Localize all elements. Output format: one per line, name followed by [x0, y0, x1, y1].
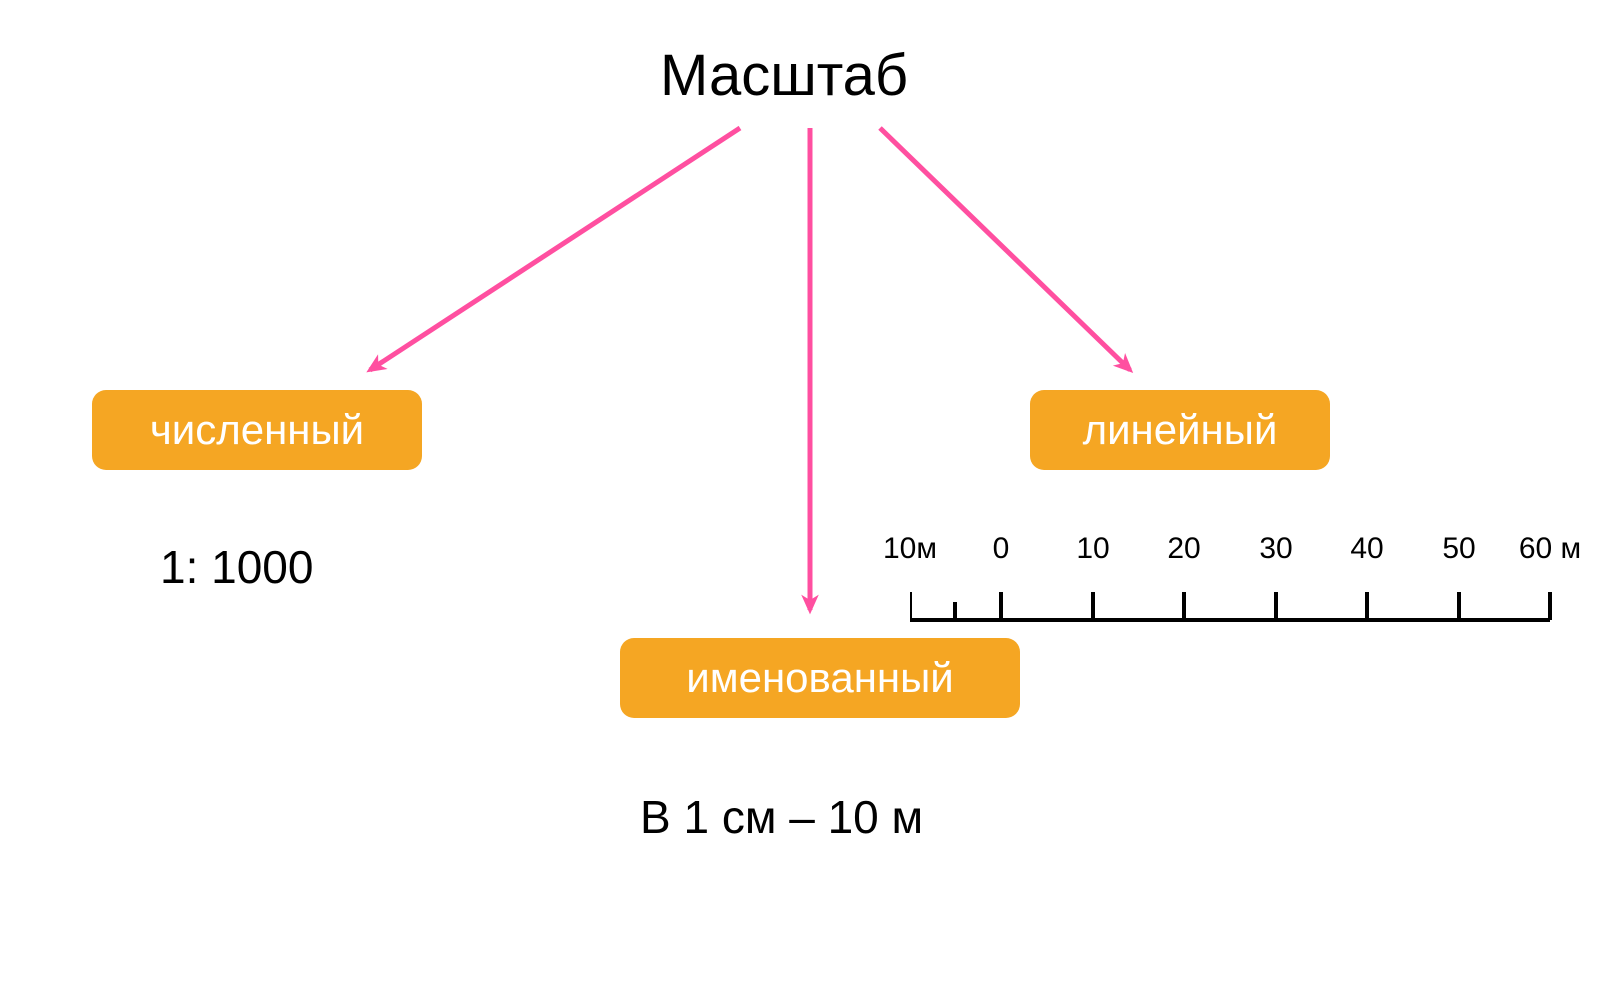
scalebar-label-6: 50 — [1442, 532, 1475, 566]
scalebar-label-4: 30 — [1259, 532, 1292, 566]
arrow-2 — [880, 128, 1130, 370]
subtext-numeric: 1: 1000 — [160, 540, 313, 594]
box-linear: линейный — [1030, 390, 1330, 470]
scalebar-label-5: 40 — [1350, 532, 1383, 566]
box-named: именованный — [620, 638, 1020, 718]
scalebar-label-7: 60 м — [1519, 532, 1581, 566]
arrow-0 — [370, 128, 740, 370]
linear-scalebar: 10м0102030405060 м — [910, 540, 1610, 580]
scalebar-label-2: 10 — [1076, 532, 1109, 566]
scalebar-svg — [910, 570, 1560, 630]
arrow-group — [0, 0, 1612, 994]
subtext-named: В 1 см – 10 м — [640, 790, 923, 844]
scalebar-label-1: 0 — [993, 532, 1010, 566]
box-numeric: численный — [92, 390, 422, 470]
scalebar-label-3: 20 — [1167, 532, 1200, 566]
scalebar-label-0: 10м — [883, 532, 937, 566]
